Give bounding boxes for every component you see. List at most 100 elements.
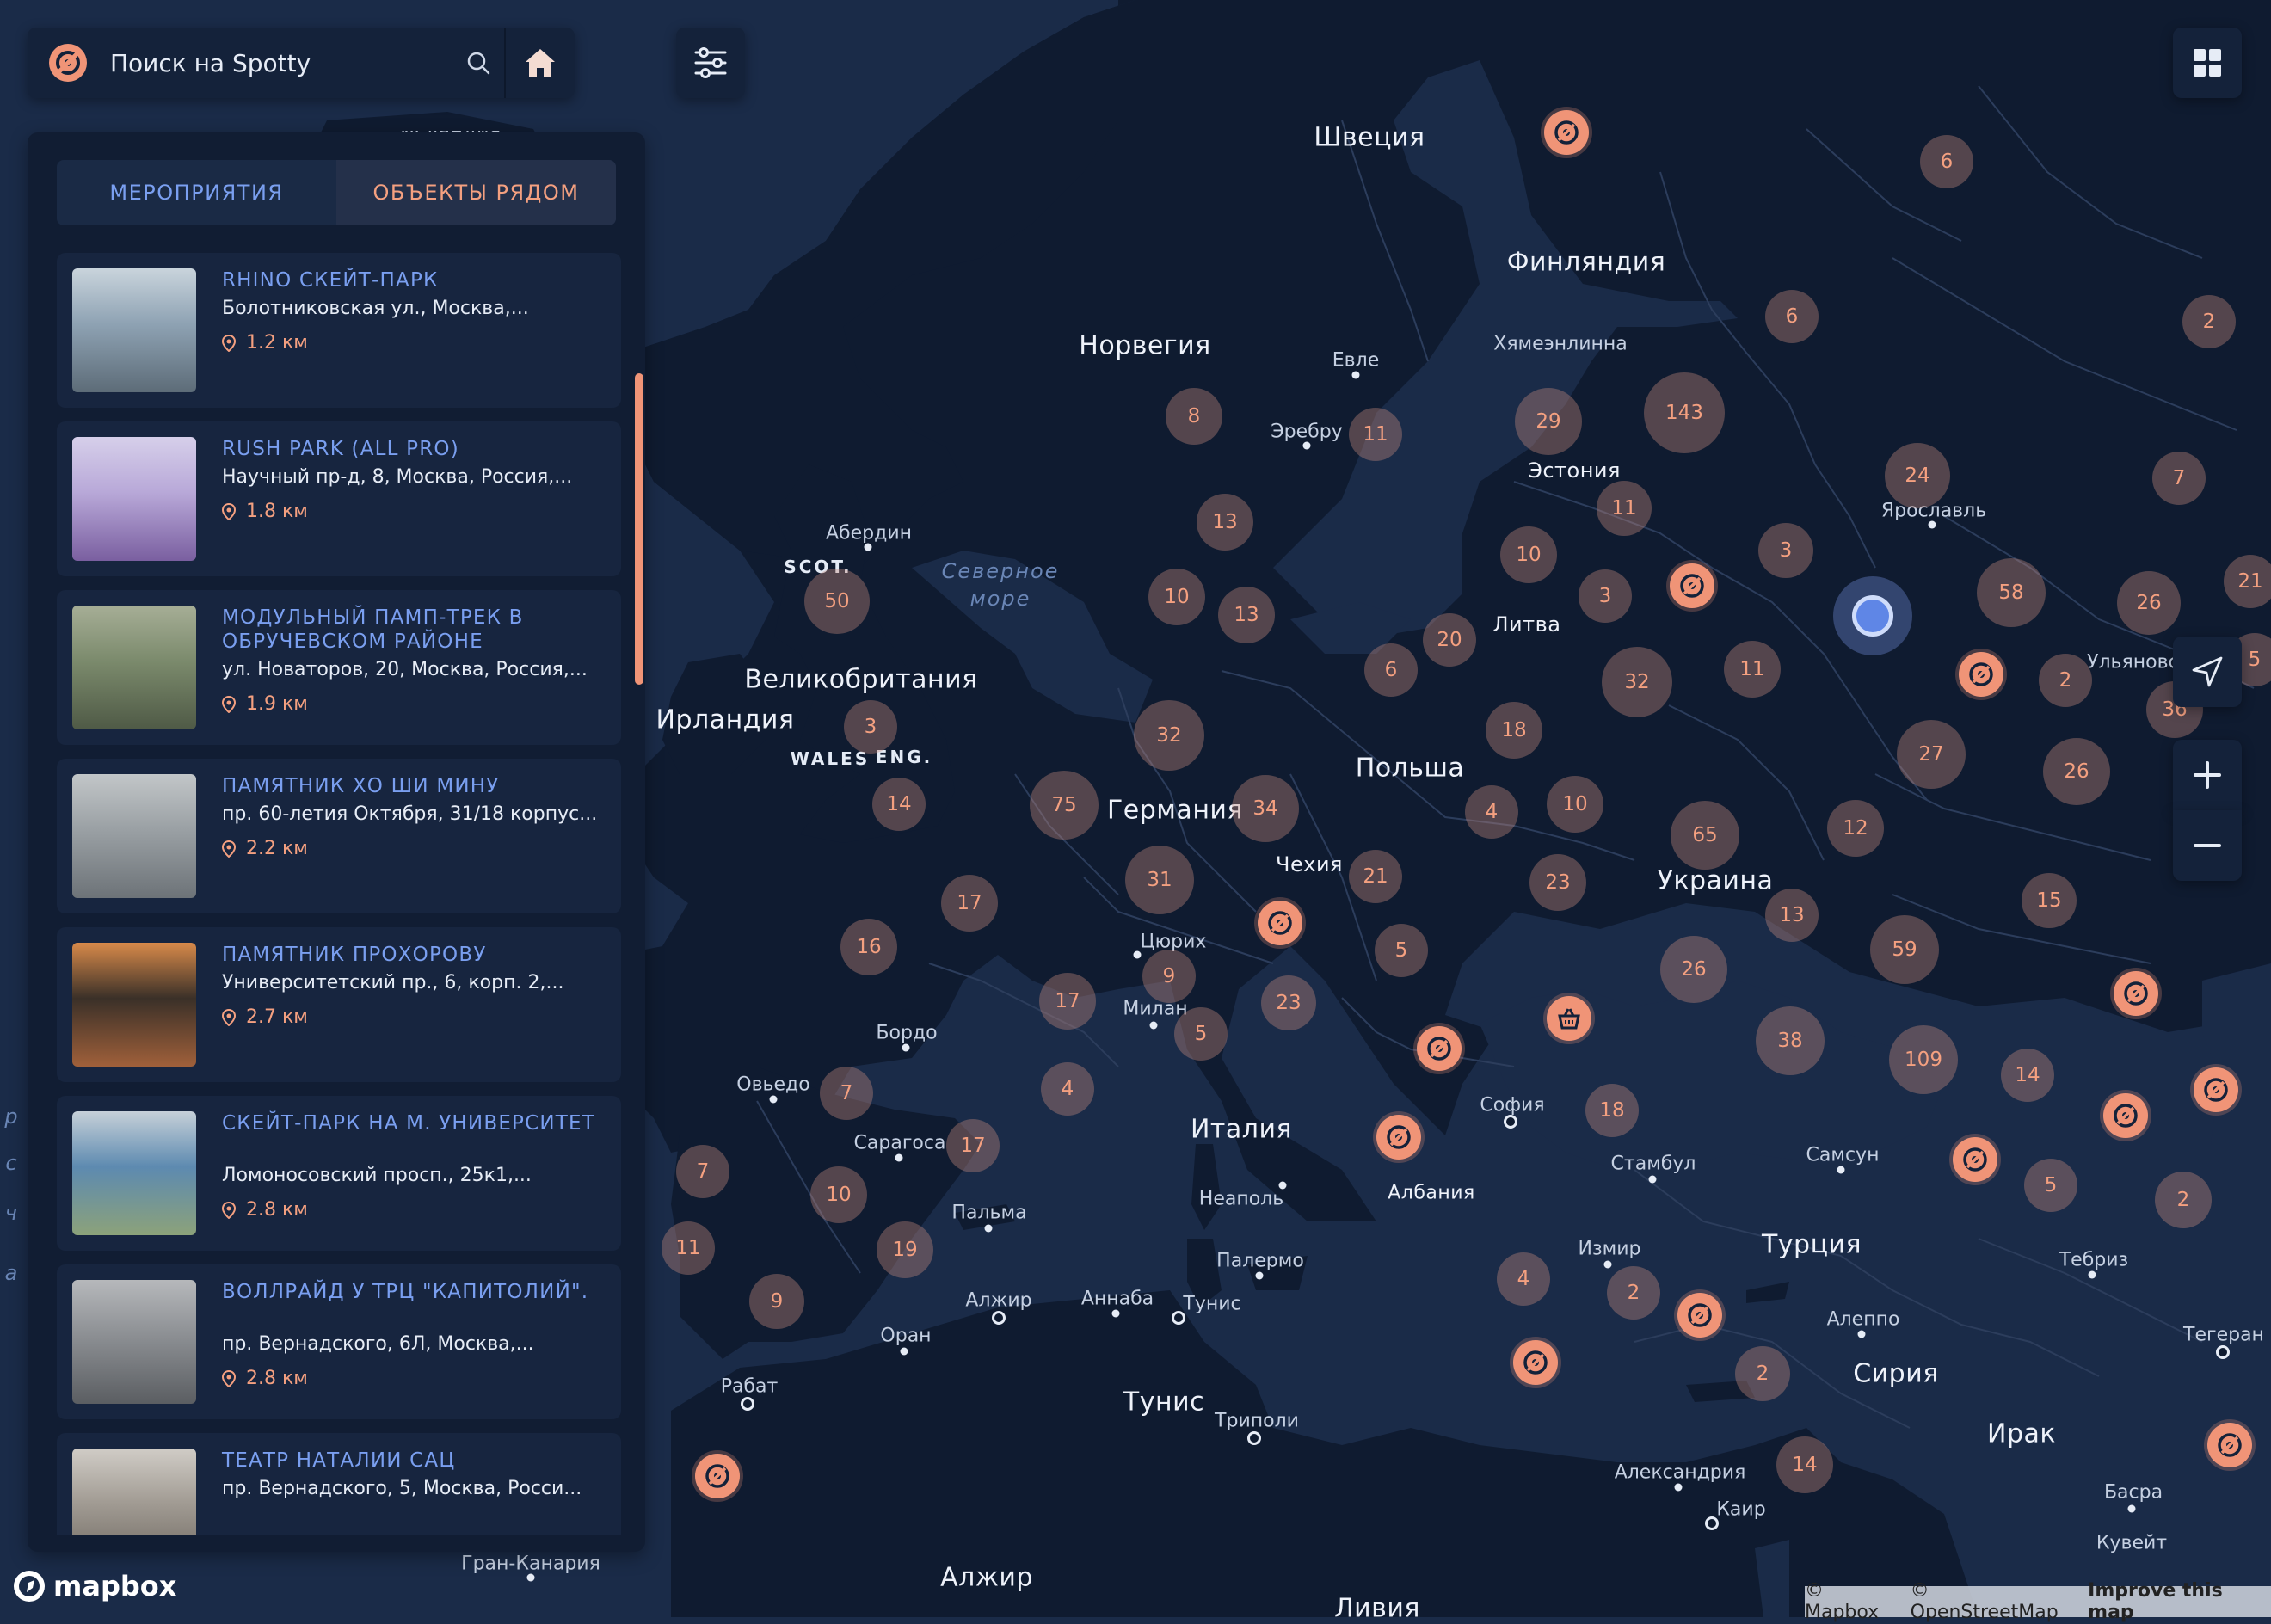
map-cluster[interactable]: 15 [2022,873,2077,928]
place-title[interactable]: ПАМЯТНИК ХО ШИ МИНУ [222,775,500,797]
map-spot-pin[interactable] [1544,110,1589,155]
map-cluster[interactable]: 23 [1261,975,1316,1030]
zoom-in-button[interactable] [2173,740,2242,810]
map-cluster[interactable]: 5 [1375,924,1428,977]
map-cluster[interactable]: 18 [1585,1084,1639,1137]
map-cluster[interactable]: 8 [1166,388,1222,445]
map-cluster[interactable]: 18 [1486,702,1542,759]
map-cluster[interactable]: 10 [1500,526,1557,583]
map-cluster[interactable]: 14 [872,778,926,831]
map-cluster[interactable]: 14 [1776,1436,1833,1493]
map-cluster[interactable]: 26 [2043,738,2110,805]
map-cluster[interactable]: 32 [1134,700,1204,771]
map-cluster[interactable]: 5 [1174,1007,1228,1061]
map-spot-pin[interactable] [1376,1115,1421,1160]
map-cluster[interactable]: 21 [2224,555,2271,608]
map-cluster[interactable]: 14 [2001,1049,2054,1102]
map-cluster[interactable]: 2 [2039,654,2092,707]
map-cluster[interactable]: 17 [941,875,998,932]
map-cluster[interactable]: 10 [1148,569,1205,625]
place-title[interactable]: ВОЛЛРАЙД У ТРЦ "КАПИТОЛИЙ". [222,1281,589,1303]
map-cluster[interactable]: 24 [1885,443,1950,508]
map-cluster[interactable]: 50 [804,569,870,634]
map-cluster[interactable]: 5 [2024,1159,2077,1212]
map-cluster[interactable]: 7 [2152,452,2206,505]
map-cluster[interactable]: 58 [1977,558,2046,627]
map-cluster[interactable]: 17 [946,1119,1000,1172]
place-title[interactable]: RHINO СКЕЙТ-ПАРК [222,269,439,292]
map-spot-pin[interactable] [1258,901,1302,945]
place-card[interactable]: RUSH PARK (ALL PRO) Научный пр-д, 8, Моск… [57,421,621,576]
map-cluster[interactable]: 27 [1897,720,1966,789]
home-button[interactable] [504,28,575,98]
tab-events[interactable]: МЕРОПРИЯТИЯ [109,181,284,205]
map-cluster[interactable]: 13 [1765,889,1819,942]
map-cluster[interactable]: 2 [1607,1266,1660,1320]
map-cluster[interactable]: 6 [1364,643,1418,697]
map-cluster[interactable]: 19 [877,1221,933,1278]
map-spot-pin[interactable] [1959,652,2003,697]
grid-view-button[interactable] [2173,28,2242,98]
map-cluster[interactable]: 6 [1920,135,1973,188]
map-spot-pin[interactable] [1953,1137,1997,1182]
map-cluster[interactable]: 65 [1671,801,1739,870]
map-shop-pin[interactable] [1547,996,1591,1041]
search-button[interactable] [452,28,504,98]
map-cluster[interactable]: 59 [1870,915,1939,984]
map-spot-pin[interactable] [2194,1067,2238,1112]
map-cluster[interactable]: 6 [1765,290,1819,343]
map-cluster[interactable]: 11 [1597,481,1652,536]
map-cluster[interactable]: 11 [1724,641,1781,698]
map-cluster[interactable]: 9 [1142,950,1196,1003]
map-cluster[interactable]: 34 [1232,775,1299,842]
map-cluster[interactable]: 2 [2182,295,2236,348]
map-cluster[interactable]: 17 [1039,973,1096,1030]
map-cluster[interactable]: 3 [1579,569,1632,623]
place-card[interactable]: RHINO СКЕЙТ-ПАРК Болотниковская ул., Моск… [57,253,621,408]
map-cluster[interactable]: 10 [1547,776,1603,833]
map-cluster[interactable]: 12 [1827,800,1884,857]
mapbox-logo[interactable]: mapbox [12,1569,176,1603]
map-spot-pin[interactable] [1417,1026,1462,1071]
map-cluster[interactable]: 32 [1602,647,1672,717]
map-cluster[interactable]: 4 [1497,1252,1550,1306]
map-cluster[interactable]: 143 [1644,372,1725,453]
map-spot-pin[interactable] [2207,1423,2252,1467]
map-cluster[interactable]: 3 [844,700,897,754]
map-spot-pin[interactable] [1677,1293,1722,1338]
place-card[interactable]: МОДУЛЬНЫЙ ПАМП-ТРЕК В ОБРУЧЕВСКОМ РАЙОНЕ… [57,590,621,745]
map-cluster[interactable]: 29 [1515,388,1582,455]
places-list[interactable]: RHINO СКЕЙТ-ПАРК Болотниковская ул., Моск… [57,253,621,1535]
map-cluster[interactable]: 7 [820,1067,873,1120]
map-spot-pin[interactable] [695,1454,740,1498]
search-input[interactable] [108,47,452,78]
map-cluster[interactable]: 31 [1125,846,1194,914]
map-cluster[interactable]: 75 [1030,771,1099,840]
map-cluster[interactable]: 26 [2117,571,2181,635]
map-cluster[interactable]: 10 [810,1166,867,1223]
place-card[interactable]: ПАМЯТНИК ПРОХОРОВУ Университетский пр., 6… [57,927,621,1082]
map-spot-pin[interactable] [2103,1093,2148,1138]
map-cluster[interactable]: 2 [2155,1172,2212,1228]
map-cluster[interactable]: 38 [1756,1006,1825,1075]
map-cluster[interactable]: 13 [1218,587,1275,643]
map-spot-pin[interactable] [1670,563,1714,608]
spotty-logo-icon[interactable] [46,41,89,84]
map-cluster[interactable]: 23 [1529,854,1586,911]
filter-button[interactable] [676,28,745,98]
map-cluster[interactable]: 109 [1889,1025,1958,1094]
place-card[interactable]: ВОЛЛРАЙД У ТРЦ "КАПИТОЛИЙ". пр. Вернадско… [57,1264,621,1419]
place-card[interactable]: ПАМЯТНИК ХО ШИ МИНУ пр. 60-летия Октября,… [57,759,621,914]
map-cluster[interactable]: 26 [1660,936,1727,1003]
map-cluster[interactable]: 3 [1758,523,1813,578]
map-cluster[interactable]: 11 [1349,408,1402,461]
map-cluster[interactable]: 16 [840,919,897,975]
map-cluster[interactable]: 11 [662,1221,715,1275]
place-title[interactable]: ТЕАТР НАТАЛИИ САЦ [222,1449,456,1472]
map-cluster[interactable]: 7 [676,1145,729,1198]
map-cluster[interactable]: 2 [1735,1346,1790,1401]
map-cluster[interactable]: 4 [1465,785,1518,839]
tab-nearby[interactable]: ОБЪЕКТЫ РЯДОМ [336,160,616,225]
place-card[interactable]: СКЕЙТ-ПАРК НА М. УНИВЕРСИТЕТ Ломоносовски… [57,1096,621,1251]
map-spot-pin[interactable] [2114,971,2158,1016]
